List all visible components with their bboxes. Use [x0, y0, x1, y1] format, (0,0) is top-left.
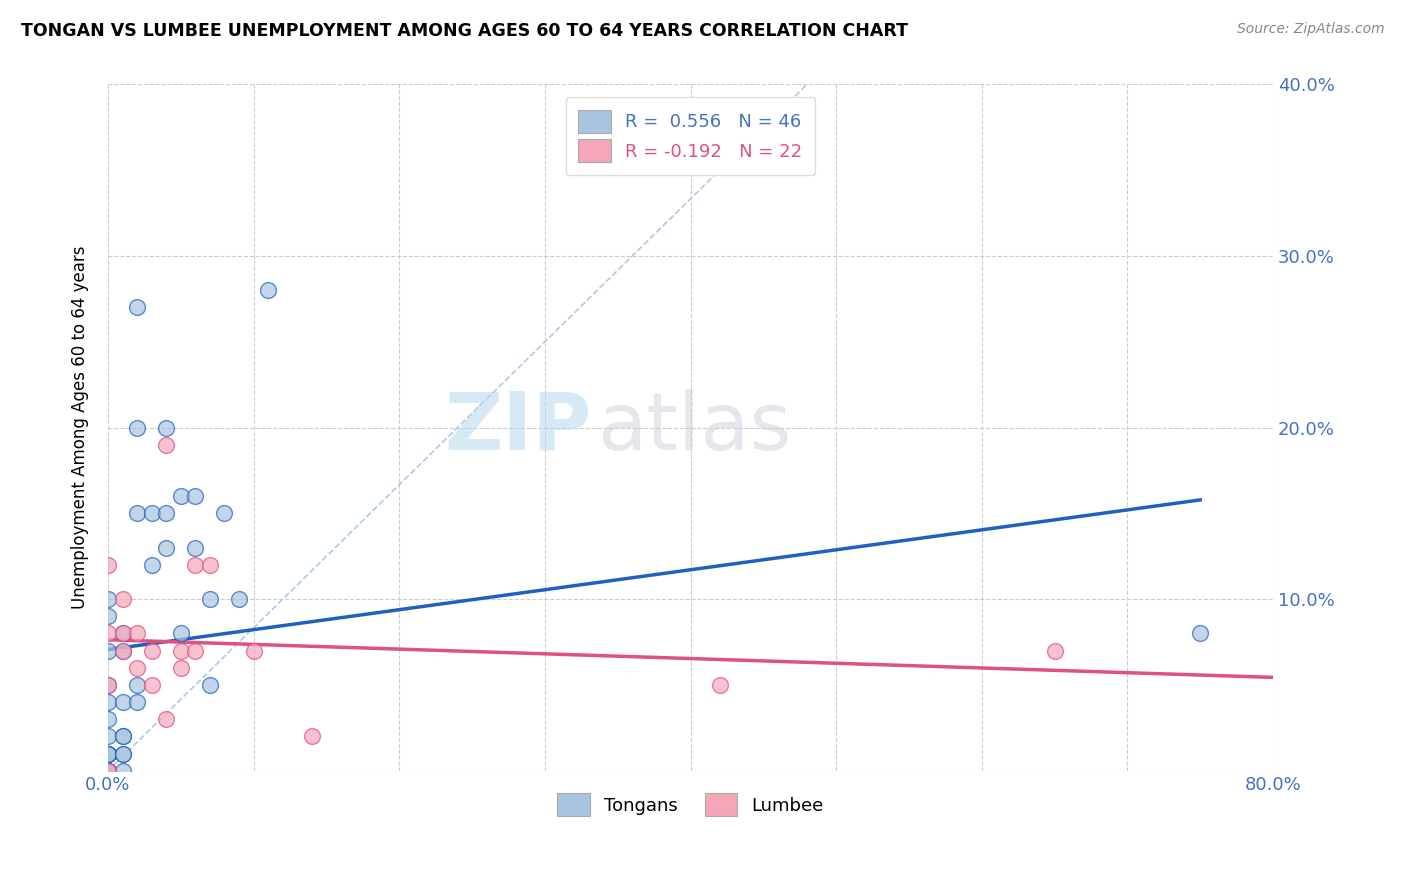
Point — [97, 764, 120, 778]
Point — [97, 764, 120, 778]
Point — [97, 626, 120, 640]
Point — [242, 643, 264, 657]
Text: atlas: atlas — [598, 389, 792, 467]
Point — [155, 507, 177, 521]
Point — [97, 695, 120, 709]
Point — [97, 764, 120, 778]
Point — [141, 678, 163, 692]
Point — [111, 626, 134, 640]
Point — [214, 507, 236, 521]
Point — [97, 747, 120, 761]
Point — [127, 678, 149, 692]
Text: Source: ZipAtlas.com: Source: ZipAtlas.com — [1237, 22, 1385, 37]
Point — [97, 764, 120, 778]
Point — [155, 541, 177, 555]
Point — [127, 420, 149, 434]
Point — [97, 747, 120, 761]
Point — [97, 558, 120, 572]
Point — [111, 764, 134, 778]
Point — [170, 643, 193, 657]
Point — [127, 626, 149, 640]
Point — [97, 678, 120, 692]
Point — [111, 592, 134, 607]
Point — [97, 747, 120, 761]
Point — [97, 730, 120, 744]
Point — [97, 643, 120, 657]
Legend: Tongans, Lumbee: Tongans, Lumbee — [550, 786, 831, 823]
Point — [257, 283, 280, 297]
Point — [97, 678, 120, 692]
Point — [127, 507, 149, 521]
Point — [111, 747, 134, 761]
Point — [198, 592, 221, 607]
Point — [141, 507, 163, 521]
Point — [184, 541, 207, 555]
Point — [127, 695, 149, 709]
Text: TONGAN VS LUMBEE UNEMPLOYMENT AMONG AGES 60 TO 64 YEARS CORRELATION CHART: TONGAN VS LUMBEE UNEMPLOYMENT AMONG AGES… — [21, 22, 908, 40]
Point — [184, 489, 207, 503]
Point — [97, 747, 120, 761]
Point — [111, 730, 134, 744]
Point — [97, 609, 120, 624]
Point — [709, 678, 731, 692]
Point — [1043, 643, 1066, 657]
Point — [155, 712, 177, 726]
Point — [141, 558, 163, 572]
Point — [111, 747, 134, 761]
Point — [198, 558, 221, 572]
Point — [111, 626, 134, 640]
Point — [97, 764, 120, 778]
Point — [97, 592, 120, 607]
Y-axis label: Unemployment Among Ages 60 to 64 years: Unemployment Among Ages 60 to 64 years — [72, 246, 89, 609]
Point — [184, 558, 207, 572]
Point — [111, 643, 134, 657]
Point — [1189, 626, 1212, 640]
Point — [97, 764, 120, 778]
Point — [301, 730, 323, 744]
Point — [198, 678, 221, 692]
Point — [170, 661, 193, 675]
Point — [155, 420, 177, 434]
Point — [127, 661, 149, 675]
Point — [228, 592, 250, 607]
Point — [170, 489, 193, 503]
Point — [111, 730, 134, 744]
Point — [97, 764, 120, 778]
Point — [127, 301, 149, 315]
Point — [170, 626, 193, 640]
Point — [111, 695, 134, 709]
Point — [184, 643, 207, 657]
Point — [97, 747, 120, 761]
Point — [141, 643, 163, 657]
Point — [111, 643, 134, 657]
Point — [155, 438, 177, 452]
Point — [97, 712, 120, 726]
Text: ZIP: ZIP — [444, 389, 592, 467]
